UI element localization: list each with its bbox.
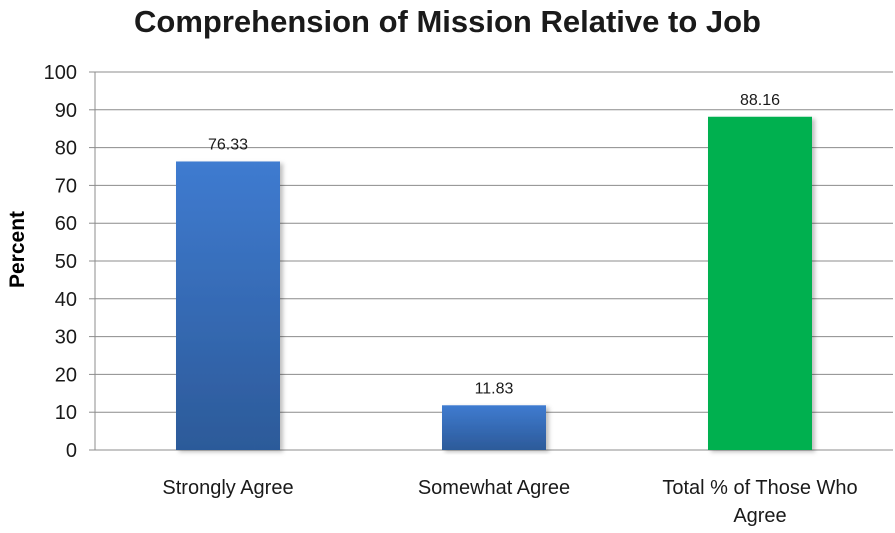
bar [176, 161, 280, 450]
y-tick-label: 50 [55, 251, 77, 273]
y-tick-label: 0 [66, 440, 77, 462]
y-tick-label: 100 [44, 62, 77, 84]
bar [442, 405, 546, 450]
x-category-label: Somewhat Agree [418, 477, 570, 499]
chart-title: Comprehension of Mission Relative to Job [134, 4, 761, 39]
data-label: 76.33 [208, 136, 248, 153]
x-category-label: Agree [733, 505, 786, 527]
y-tick-label: 60 [55, 213, 77, 235]
data-label: 88.16 [740, 92, 780, 109]
y-tick-label: 30 [55, 327, 77, 349]
y-tick-label: 80 [55, 138, 77, 160]
x-category-label: Strongly Agree [162, 477, 293, 499]
y-tick-label: 90 [55, 100, 77, 122]
y-tick-label: 70 [55, 175, 77, 197]
y-tick-label: 20 [55, 364, 77, 386]
data-label: 11.83 [475, 380, 514, 397]
y-tick-label: 10 [55, 402, 77, 424]
y-tick-label: 40 [55, 289, 77, 311]
bar [708, 116, 812, 451]
x-category-label: Total % of Those Who [662, 477, 857, 499]
